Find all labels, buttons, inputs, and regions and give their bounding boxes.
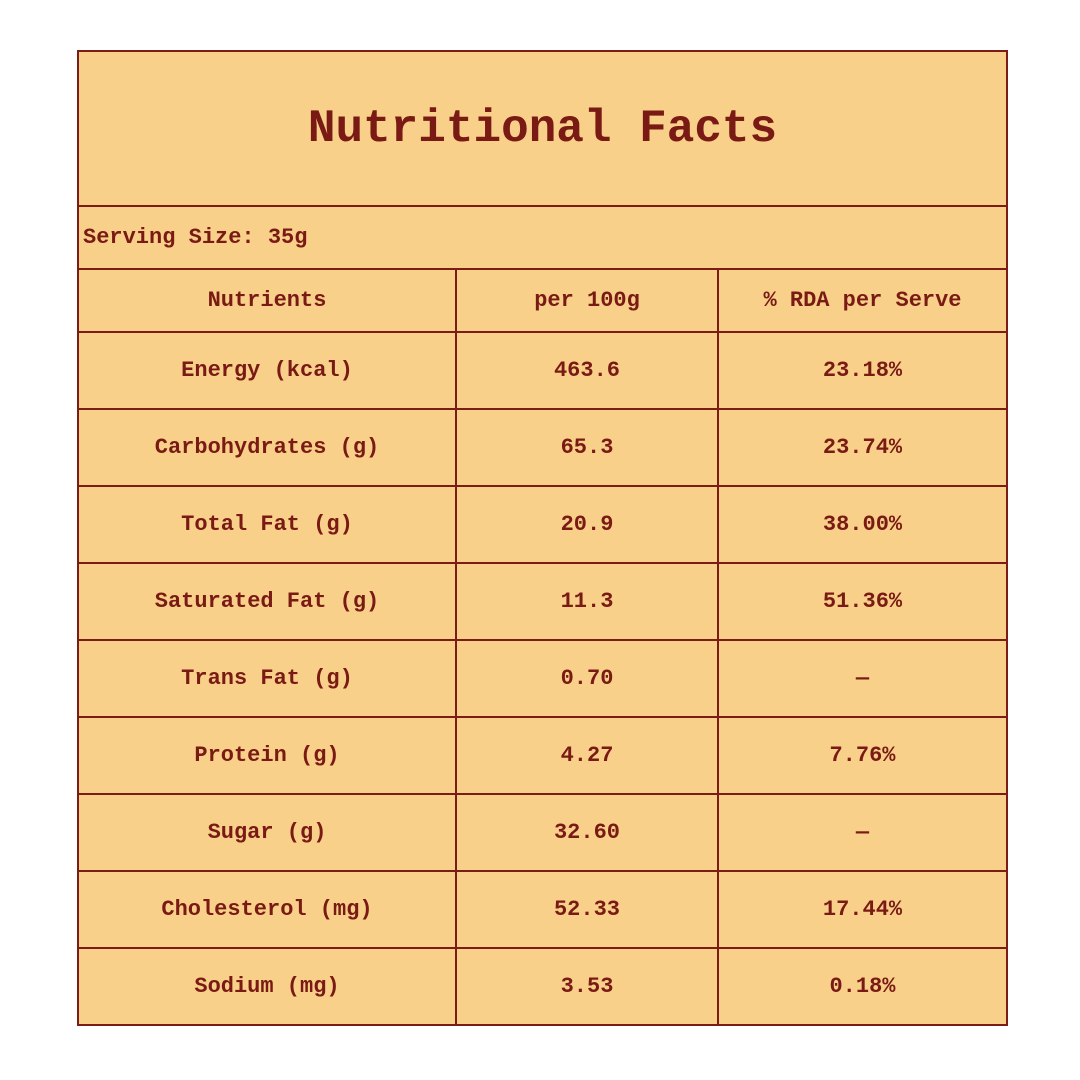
table-row: Saturated Fat (g) 11.3 51.36% — [77, 562, 1008, 641]
nutrient-name: Protein (g) — [77, 716, 457, 795]
per-100g-value: 11.3 — [455, 562, 719, 641]
nutrient-name: Trans Fat (g) — [77, 639, 457, 718]
header-nutrients: Nutrients — [77, 268, 457, 333]
header-rda: % RDA per Serve — [717, 268, 1008, 333]
nutrient-name: Sugar (g) — [77, 793, 457, 872]
per-100g-value: 65.3 — [455, 408, 719, 487]
nutrient-name: Carbohydrates (g) — [77, 408, 457, 487]
header-per-100g: per 100g — [455, 268, 719, 333]
serving-size: Serving Size: 35g — [77, 205, 1008, 270]
rda-value: 38.00% — [717, 485, 1008, 564]
rda-value: — — [717, 793, 1008, 872]
table-row: Cholesterol (mg) 52.33 17.44% — [77, 870, 1008, 949]
nutrition-table: Nutritional Facts Serving Size: 35g Nutr… — [77, 50, 1008, 1026]
nutrition-label: Nutritional Facts Serving Size: 35g Nutr… — [77, 50, 1008, 1026]
rda-value: 51.36% — [717, 562, 1008, 641]
per-100g-value: 0.70 — [455, 639, 719, 718]
nutrient-name: Sodium (mg) — [77, 947, 457, 1026]
table-row: Energy (kcal) 463.6 23.18% — [77, 331, 1008, 410]
header-row: Nutrients per 100g % RDA per Serve — [77, 268, 1008, 333]
table-row: Sodium (mg) 3.53 0.18% — [77, 947, 1008, 1026]
per-100g-value: 52.33 — [455, 870, 719, 949]
table-row: Total Fat (g) 20.9 38.00% — [77, 485, 1008, 564]
per-100g-value: 32.60 — [455, 793, 719, 872]
nutrient-name: Saturated Fat (g) — [77, 562, 457, 641]
table-row: Trans Fat (g) 0.70— — [77, 639, 1008, 718]
table-title: Nutritional Facts — [77, 50, 1008, 207]
nutrient-name: Cholesterol (mg) — [77, 870, 457, 949]
per-100g-value: 3.53 — [455, 947, 719, 1026]
table-row: Sugar (g) 32.60— — [77, 793, 1008, 872]
rda-value: 23.18% — [717, 331, 1008, 410]
rda-value: 0.18% — [717, 947, 1008, 1026]
rda-value: 17.44% — [717, 870, 1008, 949]
table-row: Protein (g) 4.27 7.76% — [77, 716, 1008, 795]
rda-value: — — [717, 639, 1008, 718]
per-100g-value: 4.27 — [455, 716, 719, 795]
table-row: Carbohydrates (g) 65.3 23.74% — [77, 408, 1008, 487]
nutrient-name: Energy (kcal) — [77, 331, 457, 410]
per-100g-value: 463.6 — [455, 331, 719, 410]
per-100g-value: 20.9 — [455, 485, 719, 564]
rda-value: 23.74% — [717, 408, 1008, 487]
nutrient-name: Total Fat (g) — [77, 485, 457, 564]
rda-value: 7.76% — [717, 716, 1008, 795]
